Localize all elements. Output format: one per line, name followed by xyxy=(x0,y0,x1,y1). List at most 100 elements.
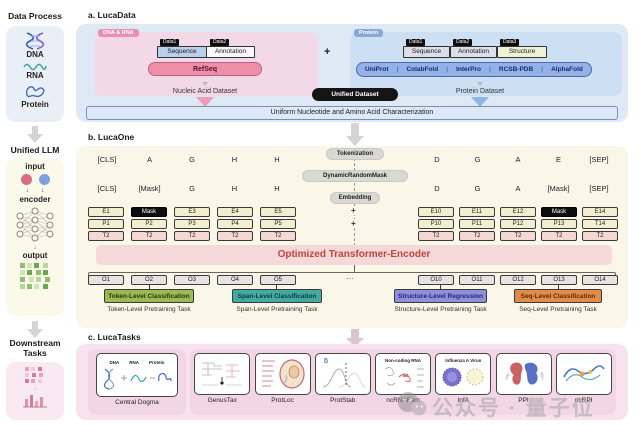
token: E xyxy=(555,155,561,164)
protein-structure-box: Structure xyxy=(497,46,547,58)
tokentype-row-right: T2 T2 T2 T2 T2 xyxy=(418,231,618,241)
tokenization-pill: Tokenization xyxy=(327,149,383,159)
task-label: GenusTax xyxy=(207,397,237,404)
refseq-pill: RefSeq xyxy=(148,62,262,76)
token: [SEP] xyxy=(589,155,609,164)
token: D xyxy=(434,155,440,164)
tokentype-cell: T2 xyxy=(217,231,253,241)
data3-tag: Data3 xyxy=(500,39,520,46)
token: G xyxy=(189,184,195,193)
task-matrix-icon xyxy=(25,367,43,383)
output-cell: O13 xyxy=(541,275,577,285)
dna-rna-tag: DNA & RNA xyxy=(98,29,139,37)
task-ncrpi: ncRPI xyxy=(555,353,612,404)
tokentype-cell: T2 xyxy=(174,231,210,241)
embedding-row-right: E10 E11 E12 Mask E14 xyxy=(418,207,618,217)
token: G xyxy=(474,155,481,164)
downstream-panel: ↓ xyxy=(6,362,64,420)
token: H xyxy=(274,155,280,164)
section-bc-arrow-icon xyxy=(346,338,364,347)
token-row-masked-left: [CLS] [Mask] G H H xyxy=(88,184,296,193)
source-uniprot: UniProt xyxy=(365,66,389,73)
wechat-icon xyxy=(398,392,427,416)
seq-level-task-label: Seq-Level Pretraining Task xyxy=(519,306,597,313)
protein-icon xyxy=(25,86,45,98)
dna-sequence-box: Sequence xyxy=(157,46,207,58)
token: [CLS] xyxy=(97,155,117,164)
protein-annotation-box: Annotation xyxy=(450,46,497,58)
rna-label: RNA xyxy=(26,71,44,80)
input-arrows: ↓ ↓ xyxy=(26,187,45,194)
unified-dataset-pill: Unified Dataset xyxy=(312,88,398,101)
output-label: output xyxy=(22,251,48,260)
token-level-classification-box: Token-Level Classification xyxy=(104,289,194,303)
source-colabfold: ColabFold xyxy=(406,66,439,73)
sidebar-arrow-2-icon xyxy=(27,329,43,338)
token: [Mask] xyxy=(547,184,570,193)
token: G xyxy=(474,184,481,193)
token-level-task-label: Token-Level Pretraining Task xyxy=(107,306,191,313)
data1-tag: Data1 xyxy=(406,39,426,46)
span-level-task-label: Span-Level Pretraining Task xyxy=(236,306,318,313)
tasks-row: GenusTax ProtLoc ProtStab Non-coding RNA xyxy=(190,353,616,404)
plus-sign: + xyxy=(351,206,356,215)
token: H xyxy=(274,184,280,193)
output-cell: O10 xyxy=(418,275,454,285)
section-ab-arrow-stem xyxy=(351,123,359,136)
nucleic-down-arrow-icon xyxy=(196,97,214,107)
section-bc-arrow-stem xyxy=(351,329,359,338)
data1-tag: Data1 xyxy=(160,39,180,46)
tokentype-cell: T2 xyxy=(88,231,124,241)
token: G xyxy=(189,155,195,164)
section-ab-arrow-icon xyxy=(346,136,364,146)
task-label: Central Dogma xyxy=(115,399,159,406)
output-bracket-line xyxy=(88,272,616,276)
token: [CLS] xyxy=(97,184,117,193)
red-token-circle xyxy=(20,174,32,185)
plus-sign: + xyxy=(351,219,356,228)
protein-label: Protein xyxy=(21,100,49,109)
ncrnafam-mini-title: Non-coding RNA xyxy=(385,358,421,363)
position-cell: P11 xyxy=(459,219,495,229)
input-label: input xyxy=(25,162,45,171)
position-row-right: P10 P11 P12 P13 T14 xyxy=(418,219,618,229)
separator: | xyxy=(489,66,491,73)
sidebar-arrow-2-stem xyxy=(32,321,38,329)
encoder-label: encoder xyxy=(19,195,51,204)
mini-rna-label: RNA xyxy=(129,359,139,365)
task-label: ProtLoc xyxy=(271,397,294,404)
position-cell: P13 xyxy=(541,219,577,229)
sidebar-title-unified-llm: Unified LLM xyxy=(10,145,60,155)
span-level-classification-box: Span-Level Classification xyxy=(232,289,322,303)
tokentype-cell: T2 xyxy=(541,231,577,241)
section-b-heading: b. LucaOne xyxy=(88,132,135,142)
ncrpi-card xyxy=(555,353,612,395)
task-stub xyxy=(276,285,277,289)
protstab-illustration xyxy=(322,358,365,388)
data2-tag: Data2 xyxy=(453,39,473,46)
protein-tag: Protein xyxy=(354,29,383,37)
token-row-original-left: [CLS] A G H H xyxy=(88,155,296,164)
ppi-illustration xyxy=(504,362,544,385)
tokentype-cell: T2 xyxy=(500,231,536,241)
genustax-card xyxy=(194,353,251,395)
small-gray-arrow-icon xyxy=(202,82,208,86)
separator: | xyxy=(396,66,399,73)
downstream-title-line1: Downstream xyxy=(9,338,61,348)
central-dogma-card: DNA RNA Protein xyxy=(96,353,178,397)
task-label: InfA xyxy=(457,397,470,404)
mini-protein-label: Protein xyxy=(148,359,165,365)
mask-embedding-cell: Mask xyxy=(541,207,577,217)
source-interpro: InterPro xyxy=(456,66,481,73)
output-row-left: O1 O2 O3 O4 O5 xyxy=(88,275,296,285)
output-cell: O5 xyxy=(260,275,296,285)
embedding-row-left: E1 Mask E3 E4 E5 xyxy=(88,207,296,217)
position-row-left: P1 P2 P3 P4 P5 xyxy=(88,219,296,229)
token: H xyxy=(231,184,238,193)
unified-llm-panel: input ↓ ↓ encoder ↓ output xyxy=(6,158,64,316)
task-stub xyxy=(149,285,150,289)
data-process-panel: DNA RNA Protein xyxy=(6,26,64,122)
tokentype-cell: T2 xyxy=(459,231,495,241)
token: A xyxy=(515,155,521,164)
plus-sign: + xyxy=(324,46,331,58)
